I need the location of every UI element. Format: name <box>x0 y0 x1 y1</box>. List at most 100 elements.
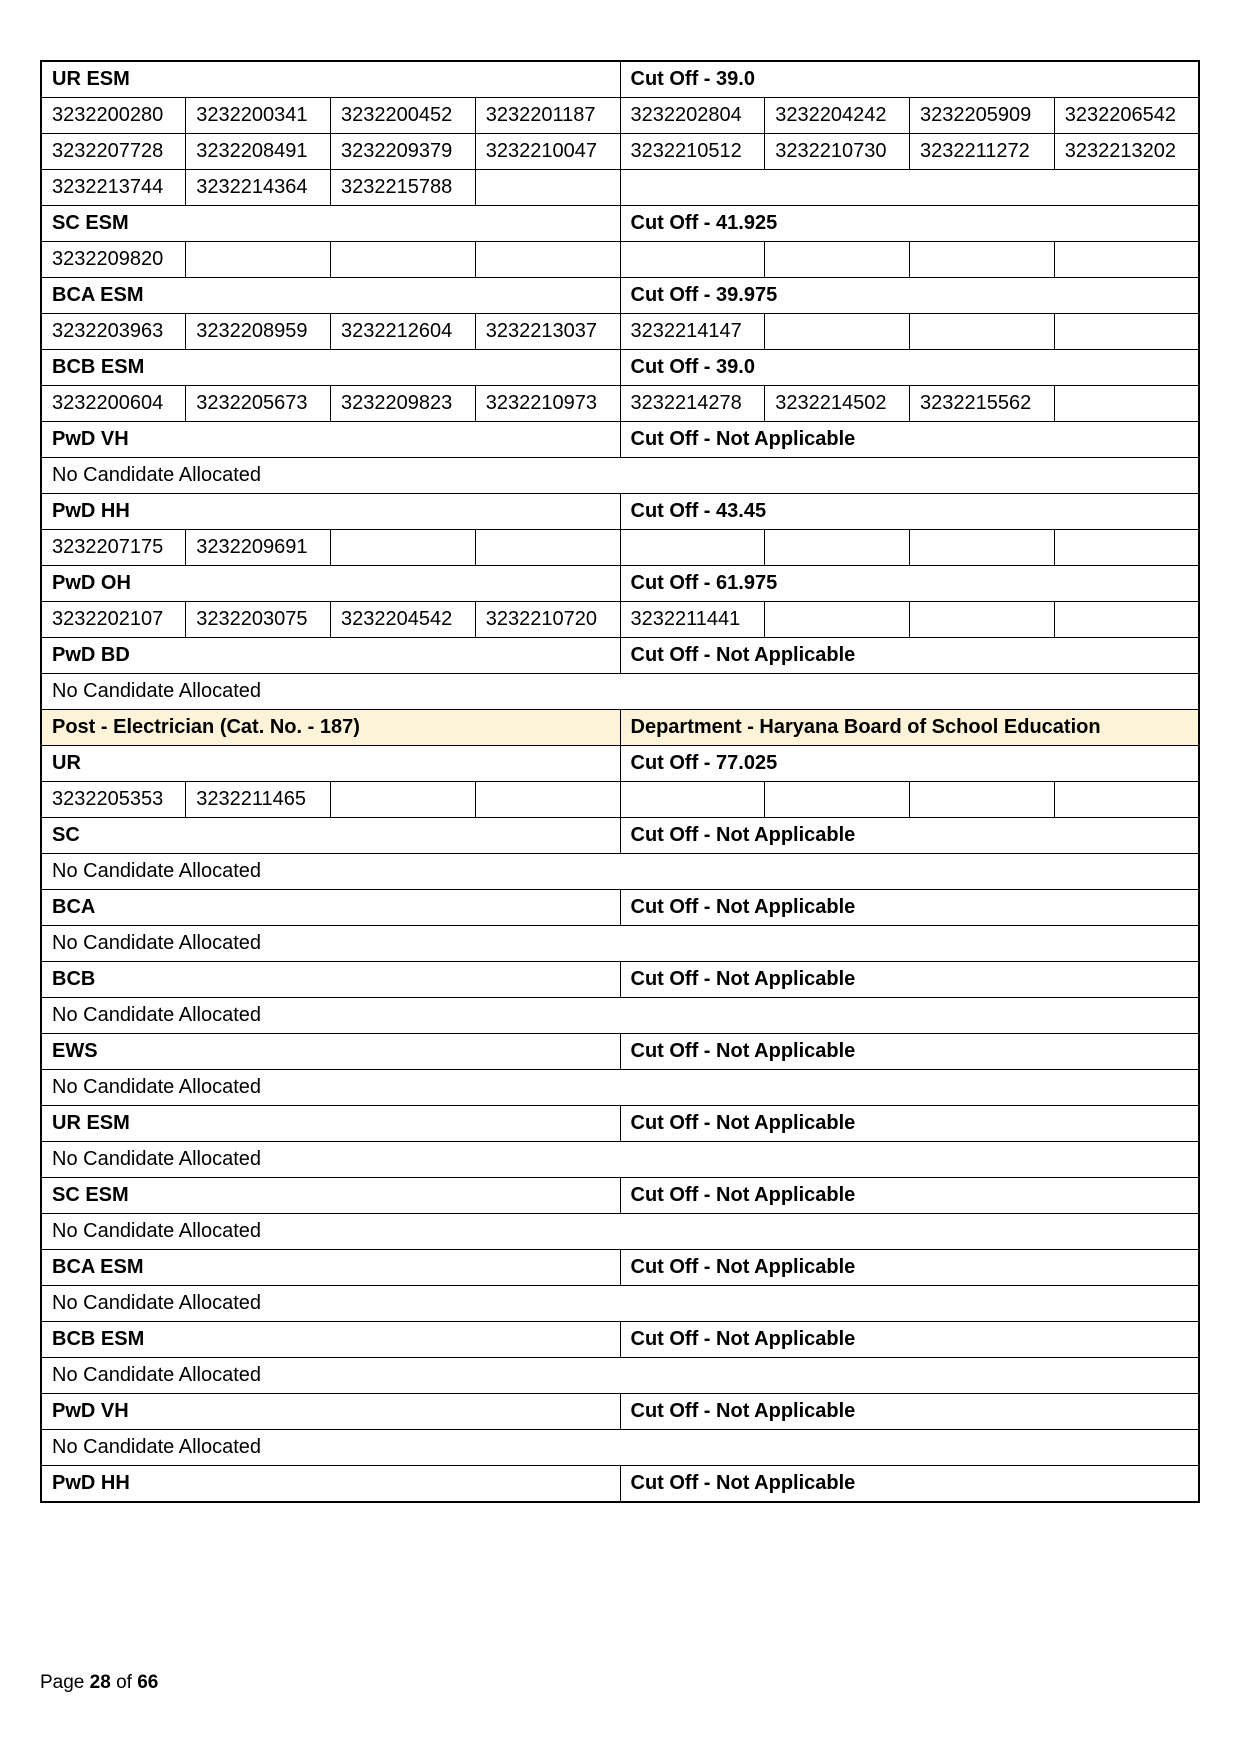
empty-cell <box>331 242 476 278</box>
cutoff-label: Cut Off - 77.025 <box>620 746 1199 782</box>
empty-cell <box>765 530 910 566</box>
roll-number: 3232210720 <box>475 602 620 638</box>
roll-number: 3232209691 <box>186 530 331 566</box>
message-row: No Candidate Allocated <box>41 458 1199 494</box>
category-label: UR <box>41 746 620 782</box>
message-row: No Candidate Allocated <box>41 1070 1199 1106</box>
message-row: No Candidate Allocated <box>41 854 1199 890</box>
roll-number: 3232214502 <box>765 386 910 422</box>
roll-number: 3232204542 <box>331 602 476 638</box>
roll-number: 3232215788 <box>331 170 476 206</box>
footer-current: 28 <box>90 1672 111 1693</box>
category-label: PwD VH <box>41 1394 620 1430</box>
empty-cell <box>620 242 765 278</box>
message-row: No Candidate Allocated <box>41 1430 1199 1466</box>
category-header-row: BCBCut Off - Not Applicable <box>41 962 1199 998</box>
roll-number: 3232202804 <box>620 98 765 134</box>
empty-cell <box>910 242 1055 278</box>
category-header-row: SCCut Off - Not Applicable <box>41 818 1199 854</box>
roll-number: 3232200280 <box>41 98 186 134</box>
empty-cell <box>620 782 765 818</box>
category-label: EWS <box>41 1034 620 1070</box>
roll-number: 3232213202 <box>1054 134 1199 170</box>
roll-number <box>475 170 620 206</box>
category-label: UR ESM <box>41 1106 620 1142</box>
data-row: 323221374432322143643232215788 <box>41 170 1199 206</box>
category-label: BCA ESM <box>41 1250 620 1286</box>
empty-cell <box>475 242 620 278</box>
roll-number: 3232200452 <box>331 98 476 134</box>
category-header-row: SC ESMCut Off - 41.925 <box>41 206 1199 242</box>
empty-cell <box>1054 386 1199 422</box>
no-candidate-message: No Candidate Allocated <box>41 1430 1199 1466</box>
data-row: 3232209820 <box>41 242 1199 278</box>
post-title: Post - Electrician (Cat. No. - 187) <box>41 710 620 746</box>
empty-cell <box>1054 314 1199 350</box>
roll-number: 3232201187 <box>475 98 620 134</box>
empty-cell <box>1054 530 1199 566</box>
roll-number: 3232203075 <box>186 602 331 638</box>
no-candidate-message: No Candidate Allocated <box>41 674 1199 710</box>
empty-cell <box>1054 242 1199 278</box>
category-header-row: URCut Off - 77.025 <box>41 746 1199 782</box>
footer-middle: of <box>111 1672 137 1693</box>
footer-prefix: Page <box>40 1672 90 1693</box>
roll-number: 3232205353 <box>41 782 186 818</box>
roll-number: 3232214278 <box>620 386 765 422</box>
category-label: BCB ESM <box>41 350 620 386</box>
empty-cell <box>765 242 910 278</box>
cutoff-label: Cut Off - 39.0 <box>620 61 1199 98</box>
post-header-row: Post - Electrician (Cat. No. - 187)Depar… <box>41 710 1199 746</box>
category-label: UR ESM <box>41 61 620 98</box>
category-header-row: PwD HHCut Off - 43.45 <box>41 494 1199 530</box>
category-header-row: UR ESMCut Off - Not Applicable <box>41 1106 1199 1142</box>
category-label: SC ESM <box>41 206 620 242</box>
department-title: Department - Haryana Board of School Edu… <box>620 710 1199 746</box>
message-row: No Candidate Allocated <box>41 674 1199 710</box>
roll-number: 3232207728 <box>41 134 186 170</box>
no-candidate-message: No Candidate Allocated <box>41 1214 1199 1250</box>
roll-number: 3232205673 <box>186 386 331 422</box>
category-label: BCB <box>41 962 620 998</box>
message-row: No Candidate Allocated <box>41 1286 1199 1322</box>
roll-number: 3232209379 <box>331 134 476 170</box>
roll-number: 3232200604 <box>41 386 186 422</box>
category-header-row: BCA ESMCut Off - Not Applicable <box>41 1250 1199 1286</box>
category-header-row: UR ESMCut Off - 39.0 <box>41 61 1199 98</box>
empty-cell <box>910 602 1055 638</box>
message-row: No Candidate Allocated <box>41 998 1199 1034</box>
roll-number: 3232204242 <box>765 98 910 134</box>
roll-number: 3232214147 <box>620 314 765 350</box>
roll-number: 3232212604 <box>331 314 476 350</box>
roll-number: 3232213037 <box>475 314 620 350</box>
roll-number: 3232206542 <box>1054 98 1199 134</box>
empty-merged <box>620 170 1199 206</box>
roll-number: 3232203963 <box>41 314 186 350</box>
category-label: PwD OH <box>41 566 620 602</box>
category-header-row: BCACut Off - Not Applicable <box>41 890 1199 926</box>
empty-cell <box>910 314 1055 350</box>
category-label: PwD VH <box>41 422 620 458</box>
category-label: SC ESM <box>41 1178 620 1214</box>
empty-cell <box>910 782 1055 818</box>
category-header-row: BCB ESMCut Off - Not Applicable <box>41 1322 1199 1358</box>
empty-cell <box>620 530 765 566</box>
data-row: 32322071753232209691 <box>41 530 1199 566</box>
category-header-row: PwD OHCut Off - 61.975 <box>41 566 1199 602</box>
no-candidate-message: No Candidate Allocated <box>41 1142 1199 1178</box>
no-candidate-message: No Candidate Allocated <box>41 1286 1199 1322</box>
roll-number: 3232214364 <box>186 170 331 206</box>
empty-cell <box>765 602 910 638</box>
roll-number: 3232200341 <box>186 98 331 134</box>
cutoff-label: Cut Off - Not Applicable <box>620 1178 1199 1214</box>
data-row: 32322053533232211465 <box>41 782 1199 818</box>
cutoff-label: Cut Off - 61.975 <box>620 566 1199 602</box>
empty-cell <box>475 530 620 566</box>
data-row: 3232202107323220307532322045423232210720… <box>41 602 1199 638</box>
empty-cell <box>765 314 910 350</box>
roll-number: 3232210730 <box>765 134 910 170</box>
roll-number: 3232205909 <box>910 98 1055 134</box>
cutoff-label: Cut Off - 39.975 <box>620 278 1199 314</box>
roll-number: 3232207175 <box>41 530 186 566</box>
roll-number: 3232209820 <box>41 242 186 278</box>
